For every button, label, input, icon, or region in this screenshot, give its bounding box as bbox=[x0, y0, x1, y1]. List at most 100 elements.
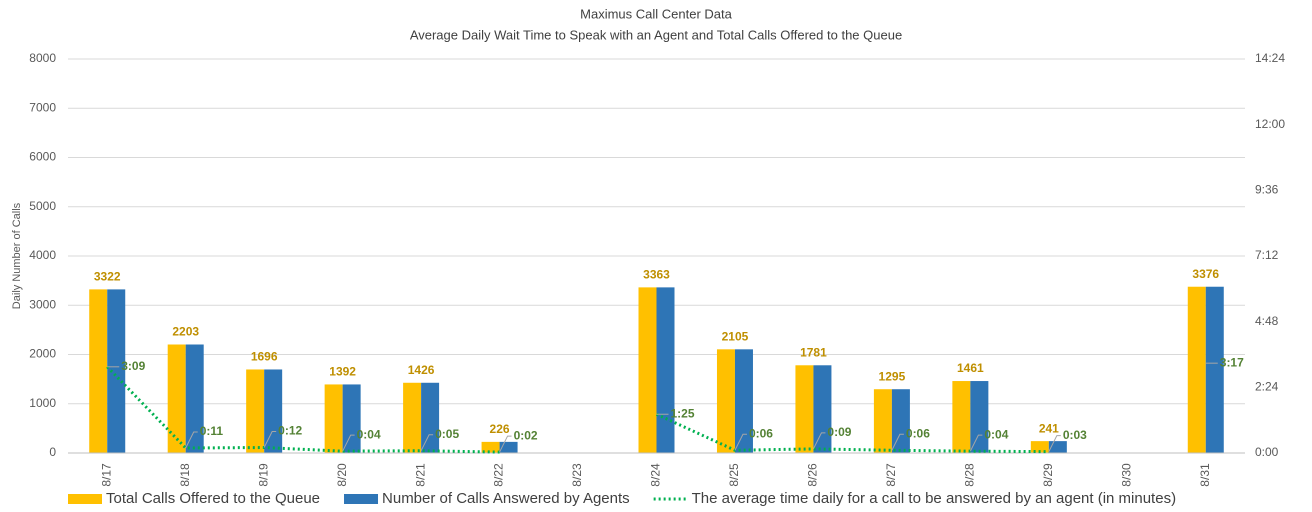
bar-value-label: 241 bbox=[1039, 421, 1059, 435]
line-value-label: 3:09 bbox=[121, 359, 145, 373]
x-tick-label: 8/31 bbox=[1198, 463, 1212, 487]
y-tick-label: 5000 bbox=[29, 199, 56, 213]
bar bbox=[1048, 441, 1067, 453]
bar bbox=[481, 441, 500, 453]
bar-value-label: 3363 bbox=[643, 268, 670, 282]
bar bbox=[499, 441, 518, 453]
x-tick-label: 8/25 bbox=[727, 463, 741, 487]
legend-label: Number of Calls Answered by Agents bbox=[382, 490, 630, 507]
bar-value-label: 1295 bbox=[879, 369, 906, 383]
bar bbox=[342, 384, 361, 453]
line-value-label: 0:05 bbox=[435, 427, 459, 441]
x-tick-label: 8/20 bbox=[335, 463, 349, 487]
leader-line bbox=[734, 433, 747, 451]
x-tick-label: 8/18 bbox=[178, 463, 192, 487]
legend-label: The average time daily for a call to be … bbox=[692, 490, 1176, 507]
line-value-label: 0:12 bbox=[278, 424, 302, 438]
x-tick-label: 8/27 bbox=[884, 463, 898, 487]
line-value-label: 0:11 bbox=[200, 424, 224, 438]
legend-swatch bbox=[68, 494, 102, 504]
x-tick-label: 8/28 bbox=[963, 463, 977, 487]
line-value-label: 0:04 bbox=[357, 427, 381, 441]
leader-line bbox=[342, 434, 355, 452]
y-tick-label: 7000 bbox=[29, 100, 56, 114]
bar-value-label: 1426 bbox=[408, 363, 435, 377]
bar bbox=[107, 289, 126, 453]
x-tick-label: 8/17 bbox=[99, 463, 113, 487]
line-value-label: 0:03 bbox=[1063, 428, 1087, 442]
leader-line bbox=[420, 434, 434, 451]
bar bbox=[734, 349, 753, 453]
bar-value-label: 1696 bbox=[251, 350, 278, 364]
x-tick-label: 8/23 bbox=[570, 463, 584, 487]
y-tick-label: 1000 bbox=[29, 396, 56, 410]
line-value-label: 0:09 bbox=[827, 425, 851, 439]
leader-line bbox=[812, 432, 826, 450]
bar bbox=[246, 369, 265, 453]
line-value-label: 0:04 bbox=[984, 427, 1008, 441]
line-value-label: 0:02 bbox=[514, 428, 538, 442]
y-tick-label: 6000 bbox=[29, 150, 56, 164]
x-tick-label: 8/22 bbox=[492, 463, 506, 487]
bar bbox=[891, 389, 910, 453]
line bbox=[655, 412, 1049, 454]
chart-title: Maximus Call Center Data bbox=[580, 6, 732, 21]
bar-value-label: 1461 bbox=[957, 361, 984, 375]
y-tick-label: 2000 bbox=[29, 347, 56, 361]
bar bbox=[970, 381, 989, 453]
y2-tick-label: 0:00 bbox=[1255, 445, 1279, 459]
bar bbox=[656, 287, 675, 453]
bar bbox=[421, 382, 440, 453]
line bbox=[106, 365, 500, 454]
y-tick-label: 4000 bbox=[29, 248, 56, 262]
bar bbox=[1187, 286, 1206, 453]
leader-line bbox=[185, 431, 198, 449]
y2-tick-label: 9:36 bbox=[1255, 183, 1279, 197]
bar-value-label: 226 bbox=[490, 422, 510, 436]
bar-value-label: 2203 bbox=[172, 325, 199, 339]
y-tick-label: 0 bbox=[49, 445, 56, 459]
leader-line bbox=[263, 431, 277, 448]
y2-tick-label: 14:24 bbox=[1255, 51, 1285, 65]
line-value-label: 0:06 bbox=[906, 426, 930, 440]
y2-tick-label: 12:00 bbox=[1255, 117, 1285, 131]
x-tick-label: 8/24 bbox=[649, 463, 663, 487]
leader-line bbox=[499, 435, 512, 453]
bar bbox=[264, 369, 283, 453]
y-axis-title: Daily Number of Calls bbox=[11, 202, 23, 309]
bar bbox=[167, 344, 186, 453]
bar bbox=[813, 365, 832, 453]
y2-tick-label: 2:24 bbox=[1255, 380, 1279, 394]
leader-line bbox=[1048, 435, 1061, 452]
legend-label: Total Calls Offered to the Queue bbox=[106, 490, 320, 507]
line-value-label: 0:06 bbox=[749, 426, 773, 440]
bar-value-label: 1392 bbox=[329, 365, 356, 379]
bar bbox=[1030, 441, 1049, 453]
leader-line bbox=[969, 434, 983, 452]
y-tick-label: 8000 bbox=[29, 51, 56, 65]
x-tick-label: 8/30 bbox=[1119, 463, 1133, 487]
x-tick-label: 8/19 bbox=[256, 463, 270, 487]
y2-tick-label: 4:48 bbox=[1255, 314, 1279, 328]
y2-tick-label: 7:12 bbox=[1255, 248, 1279, 262]
x-tick-label: 8/29 bbox=[1041, 463, 1055, 487]
bar bbox=[638, 287, 657, 453]
x-tick-label: 8/21 bbox=[413, 463, 427, 487]
bar bbox=[89, 289, 108, 453]
bar bbox=[1205, 286, 1224, 453]
bar-value-label: 2105 bbox=[722, 330, 749, 344]
chart-subtitle: Average Daily Wait Time to Speak with an… bbox=[410, 27, 902, 42]
bar bbox=[185, 344, 204, 453]
line-value-label: 3:17 bbox=[1220, 355, 1244, 369]
bar bbox=[795, 365, 814, 453]
bar-value-label: 3322 bbox=[94, 270, 121, 284]
leader-line bbox=[891, 433, 904, 451]
legend-swatch bbox=[344, 494, 379, 504]
y-tick-label: 3000 bbox=[29, 297, 56, 311]
bar bbox=[403, 382, 422, 453]
bar-value-label: 3376 bbox=[1192, 267, 1219, 281]
x-tick-label: 8/26 bbox=[806, 463, 820, 487]
line-value-label: 1:25 bbox=[671, 406, 695, 420]
bar bbox=[324, 384, 343, 453]
